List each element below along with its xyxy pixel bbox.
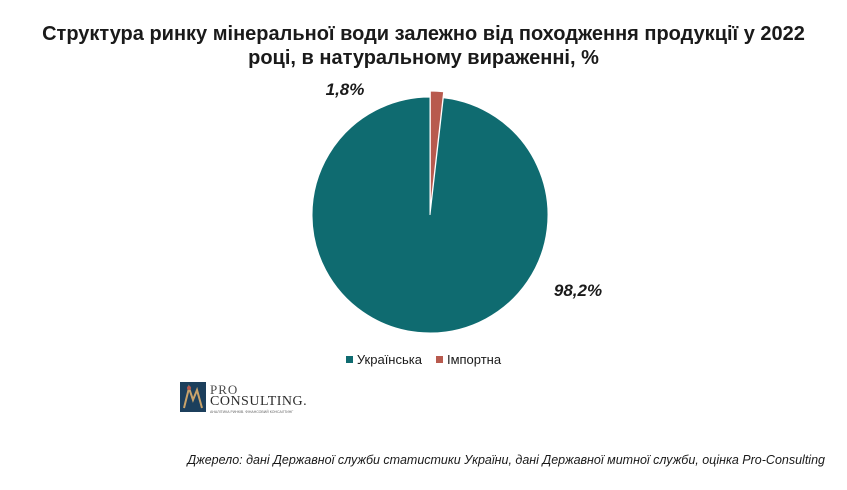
chart-title: Структура ринку мінеральної води залежно… (0, 22, 847, 70)
logo-tagline: АНАЛІТИКА РИНКІВ. ФІНАНСОВИЙ КОНСАЛТИНГ (210, 410, 294, 414)
chart-legend: Українська Імпортна (0, 352, 847, 367)
slice-imported (429, 90, 445, 210)
data-label-imported: 1,8% (326, 80, 365, 99)
legend-swatch-imported (435, 356, 443, 363)
data-label-ukrainian: 98,2% (554, 281, 602, 300)
pro-consulting-logo: PRO CONSULTING. АНАЛІТИКА РИНКІВ. ФІНАНС… (180, 382, 320, 416)
chart-title-line-1: Структура ринку мінеральної води залежно… (42, 23, 805, 45)
logo-text-pro: PRO (210, 382, 239, 397)
logo-text-consulting: CONSULTING. (210, 394, 308, 409)
source-note: Джерело: дані Державної служби статистик… (187, 453, 825, 467)
legend-label-ukrainian: Українська (356, 352, 422, 367)
legend-label-imported: Імпортна (446, 352, 502, 367)
logo-mark-icon (180, 382, 206, 412)
legend-item-ukrainian: Українська (345, 352, 422, 367)
legend-swatch-ukrainian (345, 356, 353, 363)
legend-item-imported: Імпортна (435, 352, 502, 367)
chart-title-line-2: році, в натуральному вираженні, % (248, 47, 599, 69)
slice-ukrainian (311, 96, 549, 334)
